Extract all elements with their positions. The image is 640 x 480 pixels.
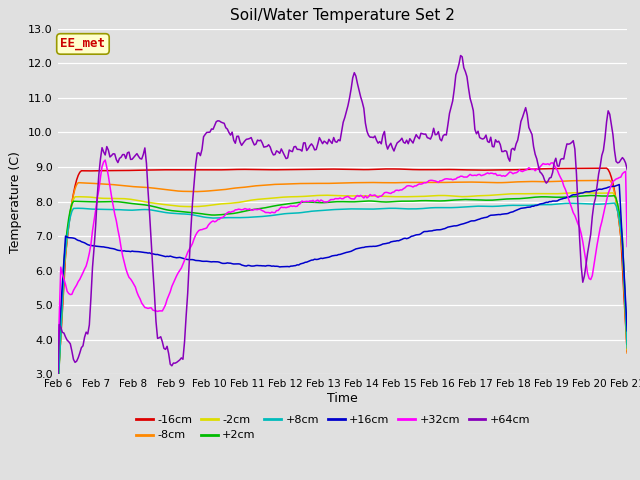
X-axis label: Time: Time — [327, 392, 358, 405]
Text: EE_met: EE_met — [60, 37, 106, 50]
Title: Soil/Water Temperature Set 2: Soil/Water Temperature Set 2 — [230, 9, 455, 24]
Legend: -16cm, -8cm, -2cm, +2cm, +8cm, +16cm, +32cm, +64cm: -16cm, -8cm, -2cm, +2cm, +8cm, +16cm, +3… — [131, 410, 535, 445]
Y-axis label: Temperature (C): Temperature (C) — [10, 151, 22, 252]
